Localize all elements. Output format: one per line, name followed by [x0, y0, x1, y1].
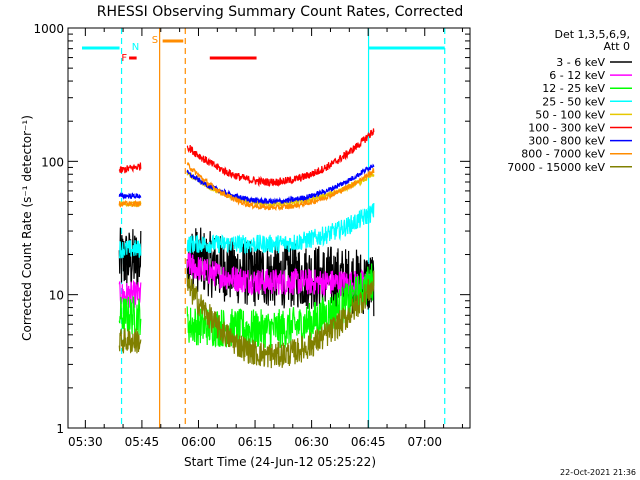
- legend-item-label: 6 - 12 keV: [549, 69, 605, 82]
- plot-frame: [67, 27, 471, 429]
- series-line: [118, 227, 142, 288]
- series-line: [118, 199, 142, 208]
- x-tick-label: 06:45: [351, 435, 386, 449]
- series-line: [186, 270, 375, 369]
- status-bars: [82, 39, 445, 60]
- series-group: [118, 128, 375, 369]
- y-axis-label: Corrected Count Rate (s⁻¹ detector⁻¹): [20, 115, 34, 341]
- series-line: [118, 162, 142, 174]
- legend-item-label: 3 - 6 keV: [556, 56, 605, 69]
- legend-item-label: 100 - 300 keV: [528, 122, 605, 135]
- x-tick-label: 06:00: [181, 435, 216, 449]
- x-axis-label: Start Time (24-Jun-12 05:25:22): [184, 455, 376, 469]
- x-tick-label: 06:15: [238, 435, 273, 449]
- x-axis: 05:30 05:45 06:00 06:15 06:30 06:45 07:00: [68, 28, 463, 449]
- timestamp: 22-Oct-2021 21:36: [560, 468, 636, 477]
- legend-item-label: 25 - 50 keV: [542, 95, 605, 108]
- legend-item-label: 7000 - 15000 keV: [507, 161, 605, 174]
- legend-item-label: 50 - 100 keV: [535, 108, 605, 121]
- y-tick-label: 100: [41, 155, 64, 169]
- series-line: [186, 202, 375, 255]
- series-line: [118, 192, 142, 200]
- y-axis: 1 10 100 1000: [33, 22, 470, 436]
- flag-marker-n: N: [132, 42, 139, 53]
- series-line: [186, 128, 375, 188]
- flag-markers: FN S: [121, 35, 158, 64]
- legend-header-line1: Det 1,3,5,6,9,: [554, 28, 630, 41]
- x-tick-label: 05:30: [68, 435, 103, 449]
- x-tick-label: 05:45: [125, 435, 160, 449]
- x-tick-label: 06:30: [294, 435, 329, 449]
- legend-item-label: 12 - 25 keV: [542, 82, 605, 95]
- series-line: [118, 328, 142, 354]
- x-tick-label: 07:00: [407, 435, 442, 449]
- flag-marker-s: S: [152, 35, 158, 46]
- y-tick-label: 10: [49, 289, 64, 303]
- legend-header-line2: Att 0: [604, 40, 630, 53]
- series-line: [186, 162, 375, 212]
- legend-item-label: 300 - 800 keV: [528, 135, 605, 148]
- series-line: [186, 252, 375, 297]
- time-markers: [120, 28, 446, 428]
- flag-marker-f: F: [121, 53, 127, 64]
- series-line: [118, 295, 142, 336]
- chart-title: RHESSI Observing Summary Count Rates, Co…: [97, 4, 463, 20]
- plot-area: [82, 28, 446, 428]
- series-line: [118, 240, 142, 259]
- y-tick-label: 1000: [33, 22, 64, 36]
- y-tick-label: 1: [56, 422, 64, 436]
- legend-item-label: 800 - 7000 keV: [521, 148, 605, 161]
